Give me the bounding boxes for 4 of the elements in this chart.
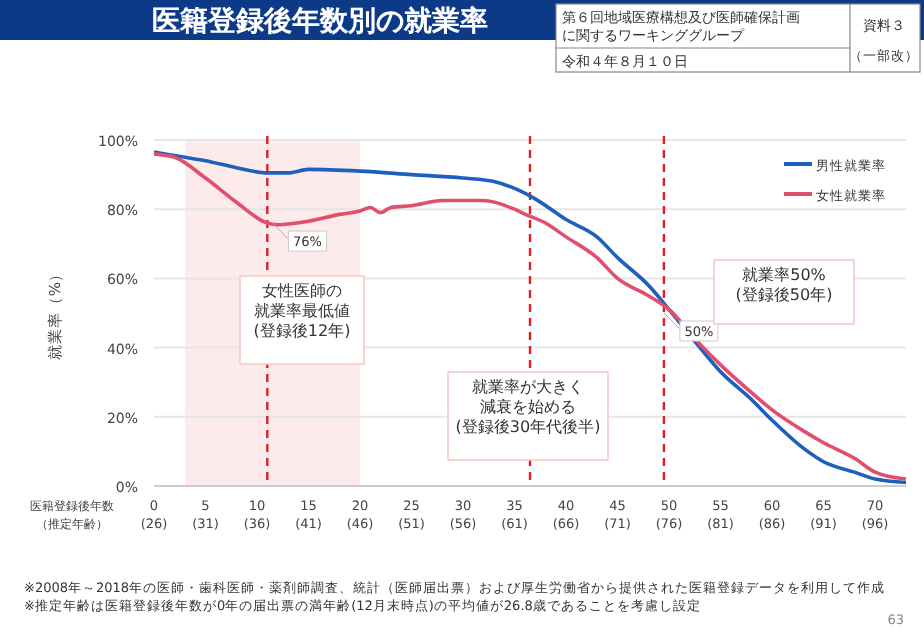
- chart-title: 医籍登録後年数別の就業率: [152, 4, 488, 38]
- annotation: 就業率が大きく減衰を始める(登録後30年代後半): [455, 378, 601, 436]
- annotation: 就業率50%(登録後50年): [735, 266, 833, 304]
- annotation: 女性医師の就業率最低値(登録後12年): [253, 282, 351, 340]
